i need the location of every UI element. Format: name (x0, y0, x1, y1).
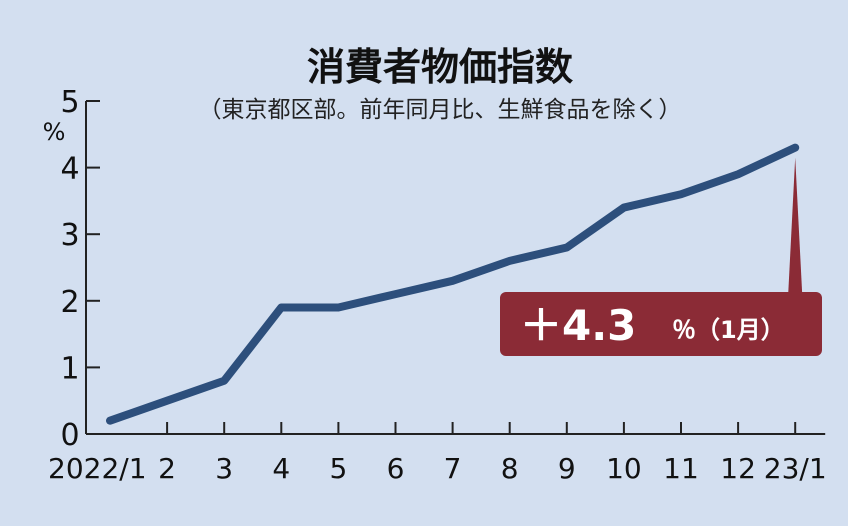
y-tick-label: 1 (60, 351, 79, 386)
latest-value-callout: ＋4.3 ％（1月） (500, 157, 822, 356)
y-tick-label: 0 (60, 418, 79, 453)
data-point (394, 293, 397, 296)
x-tick-label: 2022/1 (48, 452, 147, 485)
callout-box (500, 292, 822, 356)
data-point (622, 206, 625, 209)
series-polyline (106, 143, 800, 425)
axes (85, 100, 826, 435)
data-point (337, 306, 340, 309)
y-tick-label: 3 (60, 218, 79, 253)
y-axis-unit: % (43, 118, 66, 146)
x-tick-label: 9 (558, 452, 576, 485)
data-point (109, 419, 111, 422)
x-tick-label: 2 (158, 452, 176, 485)
x-tick-label: 6 (387, 452, 405, 485)
x-tick-label: 10 (606, 452, 642, 485)
x-tick-label: 12 (720, 452, 756, 485)
data-point (451, 279, 454, 282)
data-point (794, 146, 797, 149)
data-point (223, 379, 226, 382)
x-tick-label: 23/1 (764, 452, 827, 485)
data-point (737, 173, 740, 176)
series-line (106, 143, 800, 425)
x-tick-label: 7 (444, 452, 462, 485)
y-tick-label: 5 (60, 85, 79, 120)
y-tick-label: 2 (60, 285, 79, 320)
data-point (280, 306, 283, 309)
y-tick-labels: 0 1 2 3 4 5 (60, 85, 79, 453)
data-point (166, 399, 169, 402)
x-tick-label: 11 (663, 452, 699, 485)
callout-value: ＋4.3 (520, 301, 636, 350)
x-tick-label: 3 (215, 452, 233, 485)
callout-unit: ％（1月） (672, 316, 785, 344)
chart-title: 消費者物価指数 (307, 45, 573, 89)
x-tick-label: 5 (329, 452, 347, 485)
data-point (508, 259, 511, 262)
data-point (565, 246, 568, 249)
x-tick-labels: 2022/1 2 3 4 5 6 7 8 9 10 11 12 23/1 (48, 452, 827, 485)
chart-subtitle: （東京都区部。前年同月比、生鮮食品を除く） (199, 97, 682, 123)
x-tick-label: 4 (272, 452, 290, 485)
y-tick-label: 4 (60, 152, 79, 187)
x-tick-label: 8 (501, 452, 519, 485)
callout-pointer (788, 157, 803, 294)
data-point (680, 193, 682, 196)
